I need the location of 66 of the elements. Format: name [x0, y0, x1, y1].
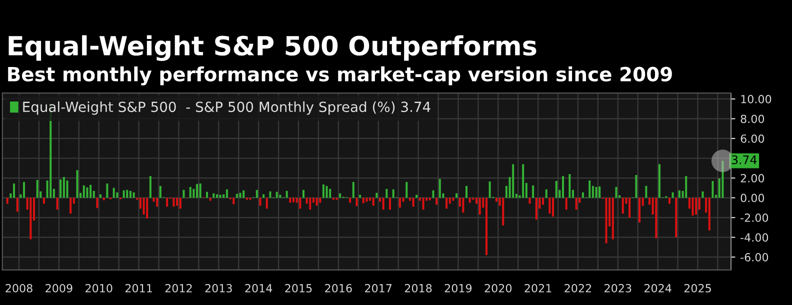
x-tick-label: 2012: [165, 284, 192, 292]
annotation: 3.74: [732, 155, 757, 164]
bar: [436, 198, 438, 205]
bar: [159, 186, 162, 198]
bar: [269, 191, 272, 198]
x-tick-label: 2021: [524, 284, 552, 292]
bar: [512, 164, 514, 198]
x-tick-label: 2016: [325, 284, 352, 292]
bar: [638, 198, 641, 222]
bar: [466, 186, 468, 198]
bar: [598, 186, 601, 198]
bar: [575, 198, 578, 210]
y-tick-label: 8.00: [740, 114, 764, 124]
bar: [356, 198, 358, 206]
x-tick-label: 2018: [404, 284, 432, 292]
x-tick-label: 2017: [365, 284, 392, 292]
bar: [349, 198, 352, 203]
bar: [112, 188, 115, 198]
bar: [106, 183, 108, 198]
bar: [42, 198, 45, 204]
bar: [262, 194, 265, 198]
y-tick-label: 10.00: [741, 94, 772, 104]
x-tick-label: 2015: [285, 284, 312, 292]
y-tick-label: -2.00: [740, 214, 768, 222]
bar: [615, 186, 618, 198]
bar: [309, 198, 312, 210]
bar: [66, 180, 68, 198]
bar: [528, 198, 531, 204]
x-tick-label: 2020: [484, 284, 512, 292]
bar: [90, 184, 92, 198]
bar: [708, 198, 710, 230]
x-tick-label: 2014: [245, 284, 272, 292]
bar: [286, 190, 288, 198]
y-tick-label: 6.00: [740, 134, 764, 143]
x-tick-label: 2023: [604, 284, 632, 292]
y-tick-label: 2.00: [740, 174, 764, 182]
x-tick-label: 2013: [205, 284, 232, 292]
bar: [372, 198, 374, 206]
bar: [326, 186, 328, 198]
x-tick-label: 2008: [6, 284, 32, 292]
bar: [239, 192, 242, 198]
y-tick-label: 0.00: [740, 194, 764, 202]
bar: [82, 185, 85, 198]
legend-label: Equal-Weight S&P 500 - S&P 500 Monthly Spread (%) 3.74: [23, 101, 430, 115]
x-tick-label: 2011: [125, 284, 152, 292]
bar: [176, 198, 178, 206]
bar: [622, 198, 624, 214]
chart-subtitle: Best monthly performance vs market-cap version since 2009: [8, 66, 672, 86]
bar: [678, 190, 680, 198]
bar: [488, 181, 491, 198]
bar: [702, 191, 704, 198]
bar: [685, 176, 688, 198]
bar: [552, 198, 554, 217]
bar: [129, 190, 132, 198]
bar: [216, 194, 218, 198]
x-tick-label: 2009: [46, 284, 72, 292]
x-tick-label: 2019: [444, 284, 472, 292]
x-tick-label: 2022: [564, 284, 591, 292]
x-tick-label: 2025: [684, 284, 711, 292]
bar: [199, 183, 202, 198]
x-tick-label: 2024: [644, 284, 672, 292]
y-tick-label: -6.00: [740, 253, 768, 262]
bar: [568, 174, 571, 198]
chart-title: Equal-Weight S&P 500 Outperforms: [8, 35, 536, 61]
y-tick-label: -4.00: [740, 233, 768, 242]
x-tick-label: 2010: [86, 284, 112, 292]
